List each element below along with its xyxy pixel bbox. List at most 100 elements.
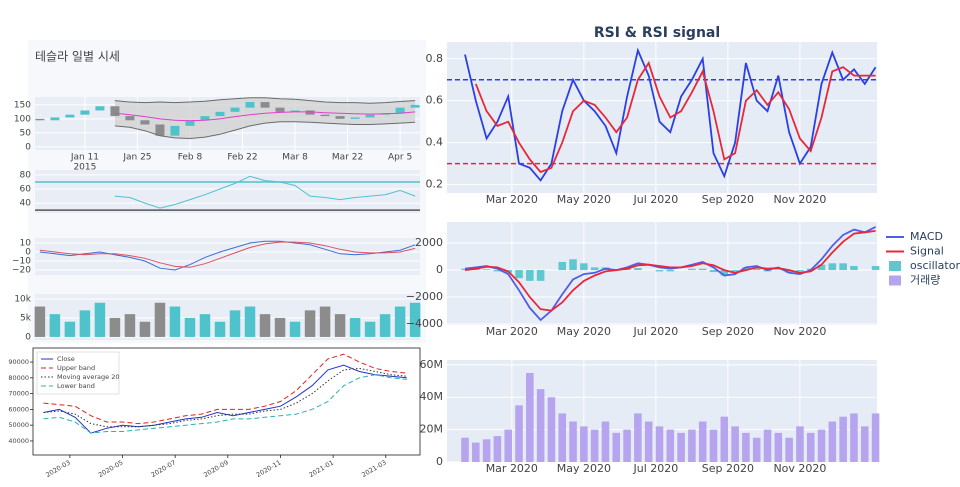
bar	[850, 413, 858, 462]
bar	[817, 264, 826, 271]
line-series	[114, 111, 416, 122]
y-tick-label: 100	[14, 114, 31, 124]
x-tick-label: Feb 22	[227, 153, 257, 163]
y-tick-label: −2000	[406, 290, 443, 303]
x-tick-label: Mar 22	[332, 153, 363, 163]
legend-swatch	[889, 275, 901, 286]
y-tick-label: 0.6	[426, 94, 444, 107]
x-tick-label: Nov 2020	[773, 462, 826, 475]
candle	[305, 110, 315, 115]
legend-label: oscillator	[910, 259, 960, 272]
bar	[634, 268, 642, 271]
y-tick-label: 80000	[8, 374, 29, 382]
bar	[850, 266, 858, 271]
y-tick-label: 50000	[8, 421, 29, 429]
x-tick-label: Sep 2020	[702, 462, 754, 475]
bar	[752, 268, 761, 271]
bar	[580, 263, 588, 271]
x-tick-label: Mar 2020	[486, 462, 538, 475]
x-tick-label: Sep 2020	[702, 325, 754, 338]
bar	[493, 436, 502, 462]
candle	[200, 116, 210, 121]
y-tick-label: 0	[436, 263, 443, 276]
y-tick-label: −10	[12, 257, 31, 267]
candle	[350, 117, 360, 119]
bar	[199, 314, 211, 337]
bar	[601, 421, 610, 462]
y-tick-label: 150	[14, 100, 31, 110]
candle	[365, 114, 375, 118]
plot-area	[447, 42, 877, 193]
line-series	[464, 47, 877, 182]
candle	[320, 114, 330, 117]
line-series	[114, 97, 416, 104]
bar	[720, 270, 729, 276]
legend-label: MACD	[910, 230, 943, 243]
bar	[752, 437, 761, 462]
bar	[569, 259, 577, 271]
bar	[839, 263, 847, 271]
chart-title: RSI & RSI signal	[594, 25, 720, 41]
bar	[94, 302, 106, 337]
legend-label: Moving average 20	[57, 373, 120, 381]
y-tick-label: 40M	[420, 390, 444, 403]
bar	[688, 429, 696, 462]
candle	[395, 107, 405, 114]
y-tick-label: 0.4	[426, 136, 444, 149]
bar	[409, 302, 421, 337]
bar	[504, 429, 513, 462]
bar	[806, 432, 815, 462]
line-series	[464, 230, 876, 312]
x-tick-label: Mar 2020	[486, 193, 538, 206]
bar	[796, 270, 804, 272]
x-tick-label: Feb 8	[178, 153, 203, 163]
bar	[785, 437, 793, 462]
bar	[796, 426, 804, 462]
x-tick-label: Jul 2020	[632, 325, 678, 338]
y-tick-label: −4000	[406, 317, 443, 330]
bar	[677, 432, 685, 462]
bar	[569, 421, 577, 462]
bar	[379, 314, 391, 337]
candle	[110, 106, 120, 117]
bar	[364, 321, 376, 337]
y-tick-label: 40	[20, 199, 32, 209]
bar	[742, 267, 750, 271]
bar	[860, 426, 869, 462]
bar	[472, 442, 480, 462]
bar	[763, 429, 772, 462]
candle	[260, 102, 270, 108]
y-tick-label: 0.8	[426, 52, 444, 65]
bar	[580, 426, 588, 462]
bar	[590, 267, 599, 271]
y-tick-label: 0.2	[426, 178, 444, 191]
x-tick-label: Nov 2020	[773, 193, 826, 206]
bar	[493, 270, 502, 272]
bar	[558, 261, 567, 271]
y-tick-label: 20M	[420, 423, 444, 436]
bar	[709, 429, 718, 462]
line-series	[39, 240, 416, 271]
bar	[124, 314, 136, 337]
bar	[742, 432, 750, 462]
bar	[334, 314, 346, 337]
bar	[214, 321, 226, 337]
x-tick-label: Jan 11	[70, 153, 99, 163]
candle	[170, 125, 180, 136]
candle	[290, 110, 300, 112]
bar	[319, 306, 331, 337]
x-tick-label: May 2020	[557, 462, 611, 475]
bar	[666, 429, 675, 462]
x-tick-label: Nov 2020	[773, 325, 826, 338]
x-tick-year: 2015	[73, 163, 96, 173]
x-tick-label: Apr 5	[388, 153, 412, 163]
bar	[289, 321, 301, 337]
bar	[871, 413, 880, 462]
y-tick-label: 70000	[8, 390, 29, 398]
x-tick-label: 2020-07	[150, 459, 178, 480]
bar	[698, 268, 707, 271]
y-tick-label: 60M	[420, 358, 444, 371]
y-tick-label: 80	[20, 170, 32, 180]
plot-area	[35, 238, 420, 275]
